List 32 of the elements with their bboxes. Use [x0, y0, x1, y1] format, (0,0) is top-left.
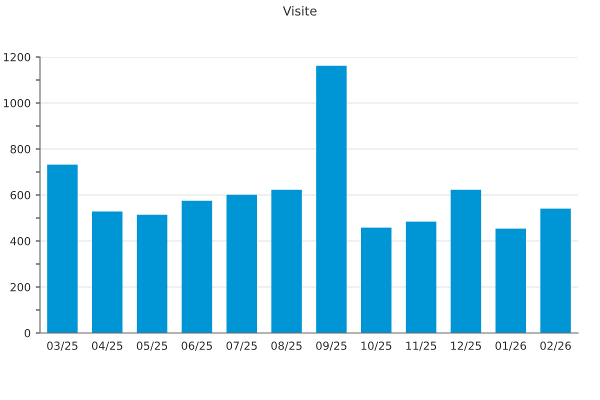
y-tick-label: 200 [10, 282, 30, 292]
x-tick-label: 02/26 [540, 342, 571, 351]
x-tick-label: 01/26 [495, 342, 526, 351]
x-tick-label: 07/25 [226, 342, 257, 351]
x-tick-label: 11/25 [406, 342, 436, 351]
x-tick-label: 12/25 [451, 342, 481, 351]
bar [406, 222, 436, 333]
x-tick-label: 03/25 [47, 342, 78, 351]
bar [540, 208, 571, 333]
bar [92, 212, 122, 333]
x-tick-label: 08/25 [271, 342, 302, 351]
bar [361, 228, 392, 333]
bar [47, 164, 78, 333]
x-tick-label: 09/25 [316, 342, 346, 351]
bar [271, 190, 302, 333]
y-tick-label: 400 [10, 236, 30, 246]
bar [450, 190, 482, 333]
x-tick-label: 06/25 [182, 342, 212, 351]
y-tick-label: 800 [10, 144, 30, 154]
y-tick-label: 1000 [4, 98, 30, 108]
x-tick-label: 10/25 [361, 342, 392, 351]
chart-title: Visite [282, 6, 316, 16]
bar [182, 200, 212, 333]
y-tick-label: 0 [24, 328, 30, 338]
bar [226, 194, 257, 333]
bar [496, 228, 526, 333]
x-tick-label: 04/25 [92, 342, 122, 351]
x-tick-label: 05/25 [136, 342, 168, 351]
bar [316, 66, 347, 333]
bar [136, 214, 168, 333]
y-tick-label: 1200 [4, 52, 30, 62]
y-tick-label: 600 [10, 190, 30, 200]
